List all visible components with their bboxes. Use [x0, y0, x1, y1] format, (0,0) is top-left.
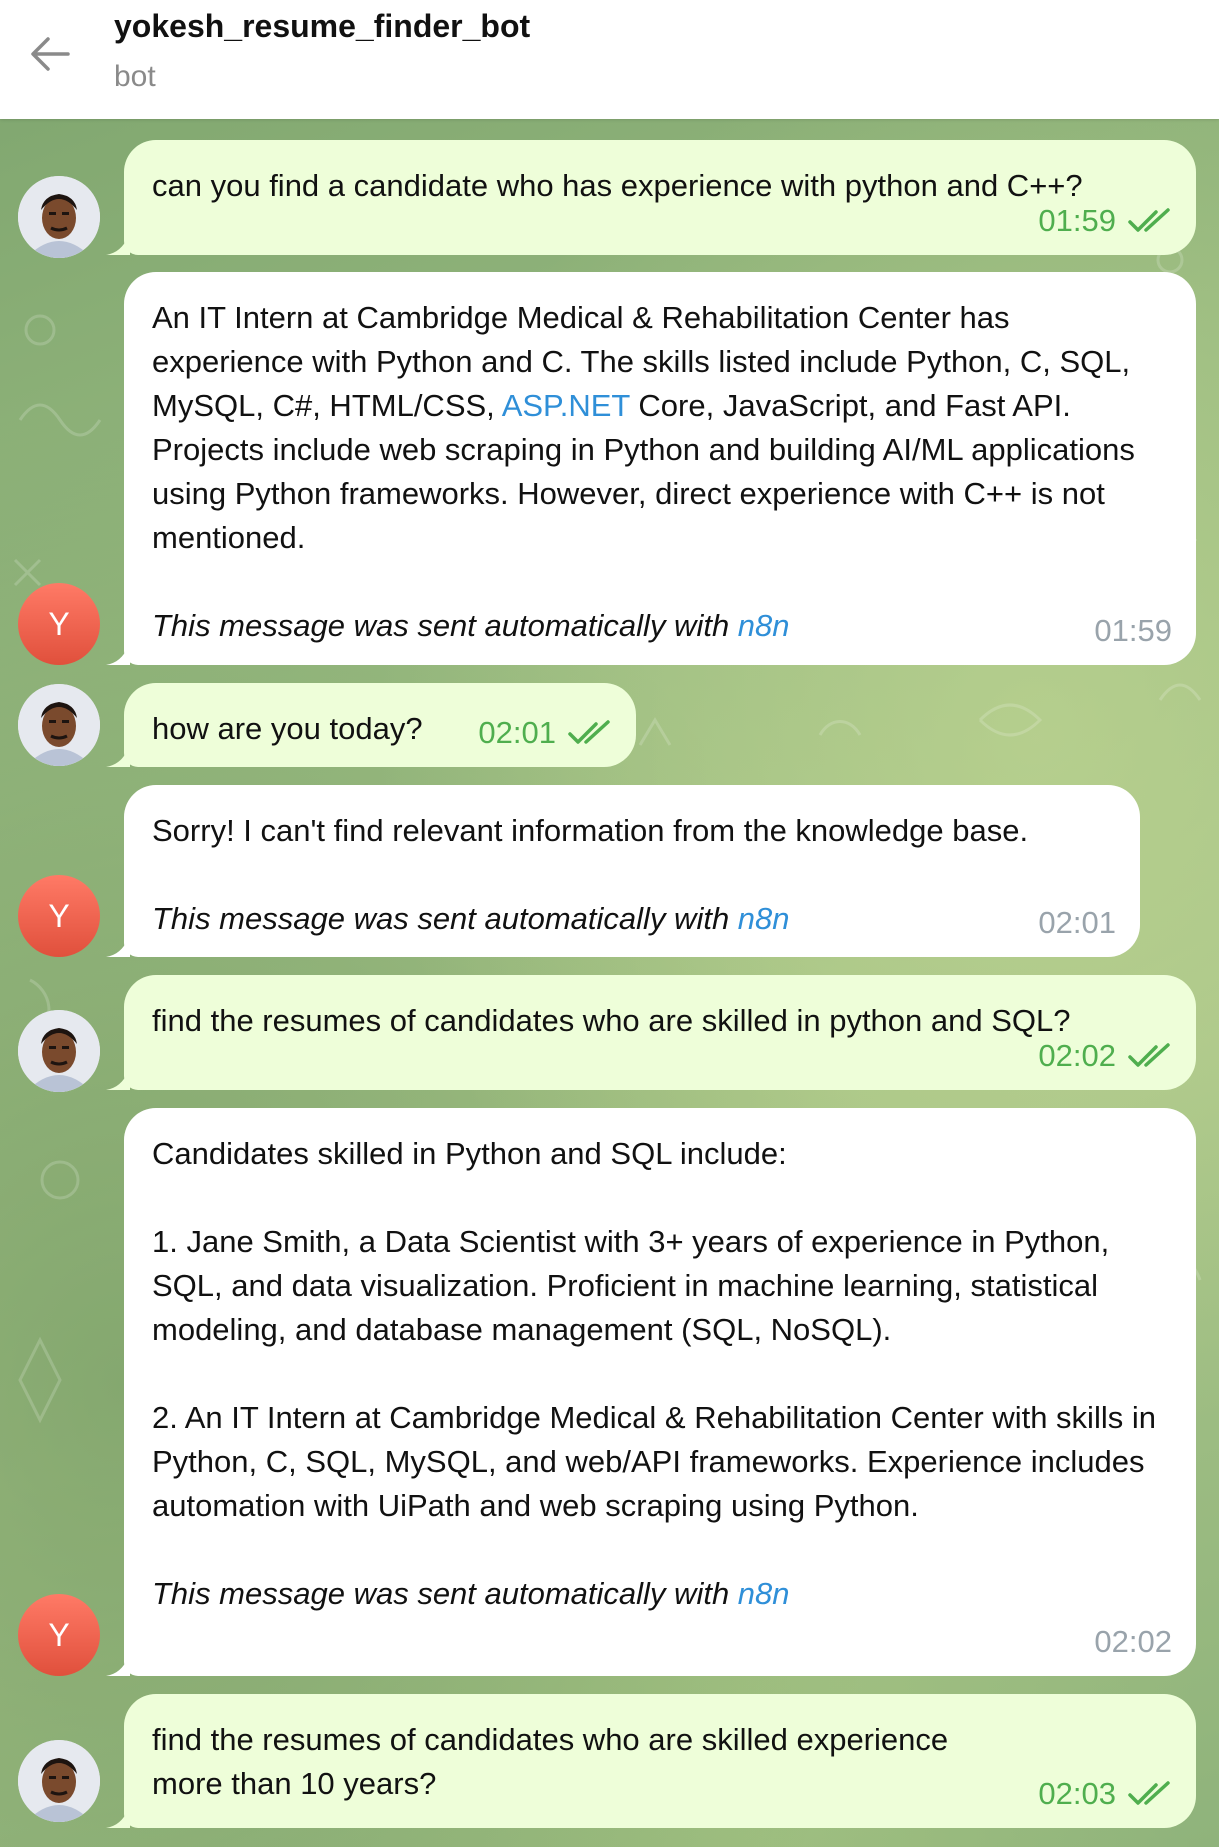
- aspnet-link[interactable]: ASP.NET: [501, 388, 630, 423]
- message-time: 02:02: [1094, 1624, 1172, 1659]
- auto-sent-footer: This message was sent automatically with…: [152, 897, 1112, 941]
- chat-title[interactable]: yokesh_resume_finder_bot: [114, 8, 531, 44]
- bot-avatar-letter: Y: [48, 605, 70, 642]
- n8n-link[interactable]: n8n: [737, 901, 790, 936]
- message-time: 02:01: [1038, 905, 1116, 940]
- message-text: can you find a candidate who has experie…: [152, 168, 1083, 203]
- message-meta: 02:03: [1038, 1772, 1172, 1816]
- n8n-link[interactable]: n8n: [737, 608, 790, 643]
- message-meta: 01:59: [1038, 199, 1172, 243]
- message-text: Sorry! I can't find relevant information…: [152, 813, 1029, 848]
- message-meta: 02:02: [1094, 1620, 1172, 1664]
- double-check-icon: [1128, 1781, 1170, 1805]
- double-check-icon: [1128, 1043, 1170, 1067]
- auto-sent-footer: This message was sent automatically with…: [152, 604, 1168, 648]
- bubble-tail: [106, 1652, 130, 1676]
- user-photo-icon: [18, 176, 100, 258]
- message-meta: 02:01: [1038, 901, 1116, 945]
- user-photo-icon: [18, 1740, 100, 1822]
- bubble-tail: [106, 641, 130, 665]
- message-bubble-incoming[interactable]: An IT Intern at Cambridge Medical & Reha…: [106, 272, 1196, 665]
- message-text: Candidates skilled in Python and SQL inc…: [152, 1136, 1156, 1523]
- bot-avatar[interactable]: Y: [18, 583, 100, 665]
- footer-text: This message was sent automatically with: [152, 608, 738, 643]
- user-avatar[interactable]: [18, 1740, 100, 1822]
- message-text-part: An IT Intern at Cambridge Medical & Reha…: [152, 300, 1139, 423]
- bubble-tail: [106, 1066, 130, 1090]
- user-photo-icon: [18, 684, 100, 766]
- footer-text: This message was sent automatically with: [152, 1576, 738, 1611]
- footer-text: This message was sent automatically with: [152, 901, 738, 936]
- double-check-icon: [1128, 208, 1170, 232]
- message-bubble-incoming[interactable]: Sorry! I can't find relevant information…: [106, 785, 1140, 957]
- message-text: how are you today?: [152, 711, 423, 746]
- user-avatar[interactable]: [18, 176, 100, 258]
- chat-subtitle: bot: [114, 60, 156, 93]
- message-time: 01:59: [1038, 203, 1116, 238]
- back-arrow-icon: [31, 37, 70, 71]
- message-bubble-incoming[interactable]: Candidates skilled in Python and SQL inc…: [106, 1108, 1196, 1676]
- message-text: find the resumes of candidates who are s…: [152, 1003, 1071, 1038]
- message-bubble-outgoing[interactable]: find the resumes of candidates who are s…: [106, 975, 1196, 1090]
- message-bubble-outgoing[interactable]: how are you today? 02:01: [106, 683, 636, 767]
- message-meta: 01:59: [1094, 609, 1172, 653]
- back-button[interactable]: [22, 26, 78, 82]
- message-bubble-outgoing[interactable]: find the resumes of candidates who are s…: [106, 1694, 1196, 1828]
- message-meta: 02:01: [478, 711, 612, 755]
- bot-avatar-letter: Y: [48, 897, 70, 934]
- n8n-link[interactable]: n8n: [737, 1576, 790, 1611]
- message-time: 01:59: [1094, 613, 1172, 648]
- chat-header: yokesh_resume_finder_bot bot: [0, 0, 1219, 119]
- bubble-tail: [106, 933, 130, 957]
- double-check-icon: [568, 720, 610, 744]
- message-meta: 02:02: [1038, 1034, 1172, 1078]
- message-text-part: Core, JavaScript, and Fast API. Projects…: [152, 388, 1144, 555]
- message-time: 02:03: [1038, 1776, 1116, 1811]
- message-time: 02:01: [478, 715, 556, 750]
- auto-sent-footer: This message was sent automatically with…: [152, 1572, 1168, 1616]
- message-time: 02:02: [1038, 1038, 1116, 1073]
- message-text: An IT Intern at Cambridge Medical & Reha…: [152, 296, 1168, 560]
- bubble-tail: [106, 231, 130, 255]
- message-text: find the resumes of candidates who are s…: [152, 1722, 957, 1801]
- bot-avatar-letter: Y: [48, 1616, 70, 1653]
- bubble-tail: [106, 1804, 130, 1828]
- user-avatar[interactable]: [18, 684, 100, 766]
- bot-avatar[interactable]: Y: [18, 1594, 100, 1676]
- bot-avatar[interactable]: Y: [18, 875, 100, 957]
- bubble-tail: [106, 743, 130, 767]
- message-bubble-outgoing[interactable]: can you find a candidate who has experie…: [106, 140, 1196, 255]
- user-avatar[interactable]: [18, 1010, 100, 1092]
- user-photo-icon: [18, 1010, 100, 1092]
